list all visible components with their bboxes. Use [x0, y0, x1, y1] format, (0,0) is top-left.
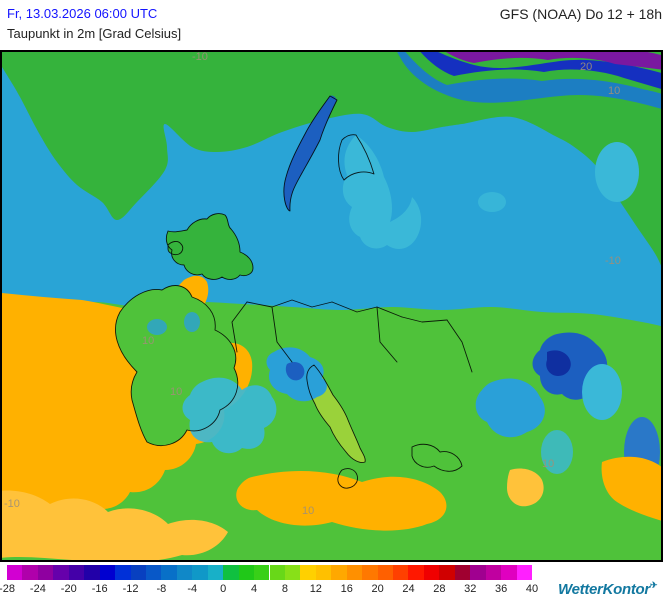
- svg-text:10: 10: [302, 505, 314, 517]
- svg-text:10: 10: [542, 458, 554, 470]
- svg-text:10: 10: [608, 85, 620, 97]
- svg-text:10: 10: [142, 335, 154, 347]
- svg-text:-10: -10: [4, 498, 20, 510]
- svg-text:-10: -10: [192, 52, 208, 63]
- svg-text:10: 10: [170, 386, 182, 398]
- svg-text:-10: -10: [605, 255, 621, 267]
- svg-text:20: 20: [580, 61, 592, 73]
